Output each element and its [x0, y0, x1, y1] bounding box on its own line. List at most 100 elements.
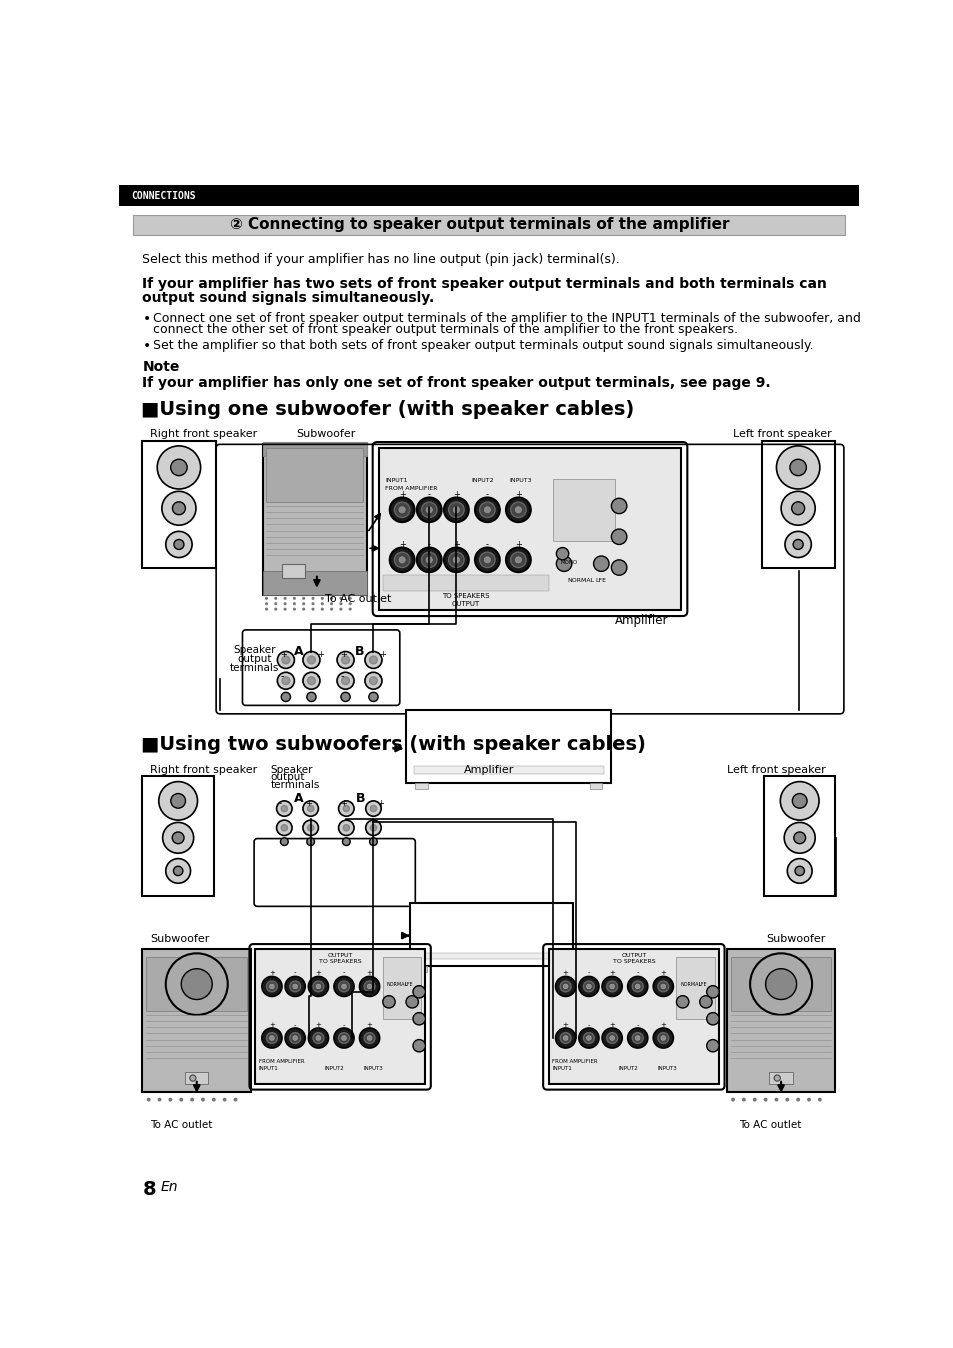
- Text: +: +: [378, 650, 385, 659]
- Circle shape: [320, 603, 323, 605]
- Text: INPUT1: INPUT1: [385, 479, 407, 483]
- Circle shape: [166, 531, 192, 558]
- Bar: [185, 1072, 208, 1084]
- Circle shape: [556, 547, 568, 559]
- Circle shape: [583, 1033, 594, 1043]
- Text: TO SPEAKERS: TO SPEAKERS: [318, 960, 361, 964]
- Text: -: -: [636, 1022, 639, 1029]
- Circle shape: [270, 1035, 274, 1041]
- Circle shape: [276, 801, 292, 817]
- Circle shape: [555, 976, 575, 996]
- Circle shape: [274, 608, 277, 611]
- Text: Set the amplifier so that both sets of front speaker output terminals output sou: Set the amplifier so that both sets of f…: [153, 338, 813, 352]
- Circle shape: [635, 984, 639, 988]
- Circle shape: [776, 446, 819, 489]
- Circle shape: [330, 603, 333, 605]
- Text: -: -: [280, 671, 284, 681]
- Text: Right front speaker: Right front speaker: [150, 429, 257, 439]
- Circle shape: [302, 597, 305, 600]
- Circle shape: [343, 825, 349, 830]
- Text: INPUT3: INPUT3: [363, 1065, 383, 1070]
- Circle shape: [339, 608, 342, 611]
- Circle shape: [365, 673, 381, 689]
- Circle shape: [367, 1035, 372, 1041]
- Text: +: +: [659, 1022, 665, 1029]
- Circle shape: [261, 1029, 282, 1047]
- Bar: [142, 949, 251, 1092]
- Text: OUTPUT: OUTPUT: [451, 601, 479, 607]
- Circle shape: [285, 1029, 305, 1047]
- Bar: [406, 710, 611, 783]
- Text: ■Using two subwoofers (with speaker cables): ■Using two subwoofers (with speaker cabl…: [141, 736, 645, 755]
- Circle shape: [453, 557, 459, 563]
- Circle shape: [578, 1029, 598, 1047]
- Circle shape: [341, 656, 349, 663]
- Circle shape: [179, 1097, 183, 1101]
- Text: LFE: LFE: [698, 983, 706, 988]
- Text: +: +: [453, 489, 459, 499]
- Circle shape: [283, 597, 286, 600]
- Circle shape: [578, 976, 598, 996]
- Circle shape: [338, 1033, 349, 1043]
- Bar: [553, 479, 615, 541]
- Bar: [548, 949, 719, 1084]
- Circle shape: [369, 838, 377, 845]
- Text: Note: Note: [142, 360, 180, 375]
- Text: Connect one set of front speaker output terminals of the amplifier to the INPUT1: Connect one set of front speaker output …: [153, 311, 861, 325]
- Circle shape: [791, 501, 803, 515]
- Text: NORMAL: NORMAL: [567, 578, 594, 584]
- Circle shape: [212, 1097, 215, 1101]
- Text: Subwoofer: Subwoofer: [766, 934, 825, 944]
- Circle shape: [789, 460, 805, 476]
- Text: CONNECTIONS: CONNECTIONS: [132, 190, 196, 201]
- Text: +: +: [280, 650, 287, 659]
- Circle shape: [796, 1097, 800, 1101]
- Text: INPUT1: INPUT1: [258, 1065, 278, 1070]
- Bar: [382, 576, 549, 590]
- Text: ②: ②: [229, 217, 242, 232]
- Circle shape: [303, 651, 319, 669]
- Circle shape: [293, 603, 295, 605]
- Circle shape: [282, 656, 290, 663]
- Bar: [142, 441, 216, 568]
- Text: NORMAL: NORMAL: [386, 983, 408, 988]
- Circle shape: [348, 603, 352, 605]
- Circle shape: [792, 539, 802, 550]
- Circle shape: [706, 985, 719, 998]
- Text: terminals: terminals: [230, 663, 279, 673]
- Circle shape: [261, 976, 282, 996]
- Text: Speaker: Speaker: [270, 764, 313, 775]
- Circle shape: [313, 1033, 323, 1043]
- Text: Select this method if your amplifier has no line output (pin jack) terminal(s).: Select this method if your amplifier has…: [142, 252, 619, 266]
- Text: -: -: [342, 969, 345, 976]
- FancyBboxPatch shape: [253, 838, 415, 906]
- Circle shape: [348, 608, 352, 611]
- Circle shape: [147, 1097, 151, 1101]
- Bar: [589, 783, 601, 790]
- Text: To AC outlet: To AC outlet: [739, 1120, 801, 1131]
- Bar: [415, 783, 427, 790]
- Circle shape: [338, 820, 354, 836]
- Text: OUTPUT: OUTPUT: [620, 953, 646, 958]
- Text: -: -: [294, 1022, 296, 1029]
- Circle shape: [290, 1033, 300, 1043]
- Circle shape: [276, 820, 292, 836]
- Text: A: A: [294, 644, 304, 658]
- Bar: [410, 903, 572, 967]
- Text: If your amplifier has only one set of front speaker output terminals, see page 9: If your amplifier has only one set of fr…: [142, 376, 770, 390]
- Circle shape: [341, 984, 346, 988]
- Bar: [382, 957, 421, 1019]
- Text: +: +: [315, 969, 321, 976]
- Circle shape: [166, 859, 191, 883]
- Bar: [146, 957, 247, 1011]
- Circle shape: [311, 608, 314, 611]
- Circle shape: [341, 1035, 346, 1041]
- Text: +: +: [305, 798, 312, 807]
- Text: If your amplifier has two sets of front speaker output terminals and both termin: If your amplifier has two sets of front …: [142, 278, 826, 291]
- Circle shape: [336, 651, 354, 669]
- Text: +: +: [315, 1022, 321, 1029]
- Circle shape: [475, 547, 499, 572]
- Circle shape: [658, 1033, 668, 1043]
- Circle shape: [448, 553, 464, 568]
- Circle shape: [281, 825, 287, 830]
